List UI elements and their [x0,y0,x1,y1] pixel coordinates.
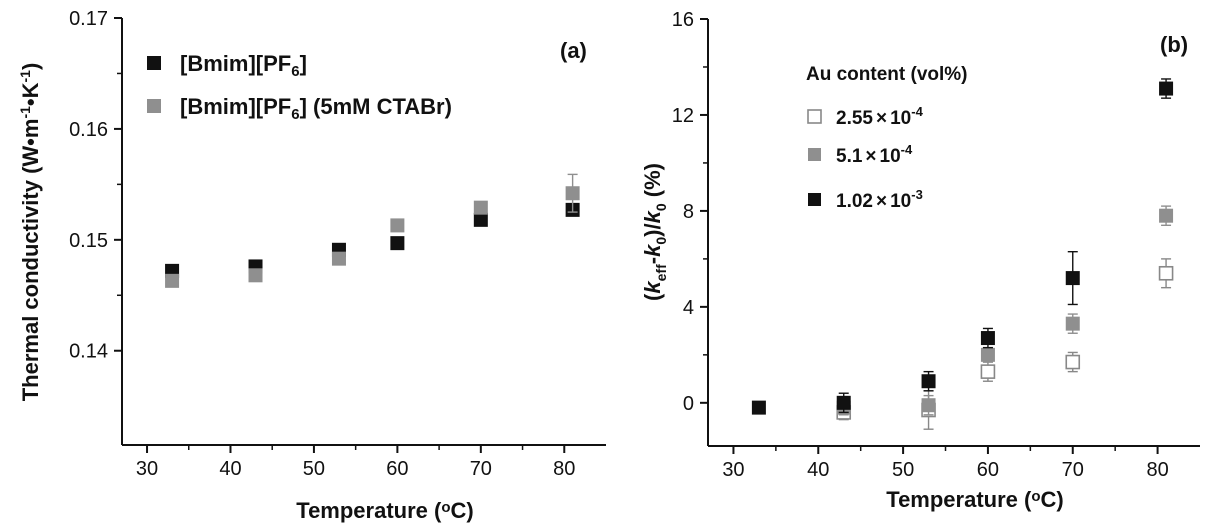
panel-a: 30 40 50 60 70 80 0.14 0.15 0.16 0.17 (a) [Bmim][… [17,8,606,523]
panel-b-series-2-point [1065,271,1080,286]
panel-b-series-2-point [921,374,936,389]
panel-b-series-1-point [921,398,936,413]
panel-a-y-axis-title: Thermal conductivity (W•m-1•K-1) [17,63,43,402]
panel-b-x-tick-label: 50 [892,459,914,481]
panel-a-series-1-point [390,218,405,233]
panel-b-series-2-point [1159,81,1174,96]
panel-a-series-1-point [248,268,263,283]
panel-b-series-2-point [836,395,851,410]
panel-a-series-1-point [331,251,346,266]
legend-a-label-ctabr: [Bmim][PF6] (5mM CTABr) [180,94,452,123]
panel-a-legend: [Bmim][PF6] [Bmim][PF6] (5mM CTABr) [147,51,452,123]
legend-a-marker-ctabr [147,99,161,113]
panel-b-series-1-point [1065,316,1080,331]
panel-a-series-1-point [565,186,580,201]
panel-a-y-tick-label: 0.14 [69,341,108,363]
panel-b-x-axis-title: Temperature (oC) [886,487,1063,512]
panel-a-y-tick-label: 0.16 [69,119,108,141]
panel-b-y-tick-label: 8 [683,201,694,223]
panel-a-series-1-point [473,200,488,215]
panel-b-series-0-point [1065,354,1081,370]
panel-a-x-axis-title: Temperature (oC) [296,498,473,523]
panel-b-x-tick-label: 30 [722,459,744,481]
panel-b-x-tick-label: 80 [1146,459,1168,481]
legend-b-marker-high [808,193,821,206]
panel-b-y-tick-label: 12 [672,105,694,127]
panel-b-series-2-point [980,331,995,346]
legend-a-label-bmim: [Bmim][PF6] [180,51,307,80]
panel-a-x-tick-label: 70 [470,458,492,480]
panel-b-series-2-point [751,400,766,415]
legend-b-title: Au content (vol%) [806,64,968,85]
panel-b-legend: Au content (vol%) 2.55 × 10-4 5.1 × 10-4 1.0… [806,64,968,212]
panel-b-y-tick-label: 4 [683,297,694,319]
panel-b-series-0-point [1158,265,1174,281]
legend-b-marker-mid [808,148,821,161]
legend-b-label-mid: 5.1 × 10-4 [836,142,913,167]
panel-a-series-1-point [165,273,180,288]
panel-b-label: (b) [1160,32,1188,57]
panel-b-x-tick-label: 40 [807,459,829,481]
panel-a-x-tick-label: 60 [386,458,408,480]
panel-b-x-tick-label: 70 [1062,459,1084,481]
panel-a-label: (a) [560,38,587,63]
panel-b-series-1-point [980,347,995,362]
panel-b-y-axis-title: (keff-k0)/k0 (%) [640,163,669,301]
panel-b-y-tick-label: 16 [672,9,694,31]
panel-b: 30 40 50 60 70 80 0 4 8 12 16 (b) Au content (vol%… [640,9,1200,512]
panel-a-x-tick-label: 80 [553,458,575,480]
panel-b-series-1-point [1159,208,1174,223]
panel-a-x-tick-label: 50 [303,458,325,480]
panel-b-series-0-point [980,364,996,379]
panel-b-y-tick-label: 0 [683,393,694,415]
legend-b-label-low: 2.55 × 10-4 [836,104,924,129]
panel-b-x-tick-label: 60 [977,459,999,481]
panel-a-x-tick-label: 30 [136,458,158,480]
legend-b-marker-low [807,109,822,124]
panel-a-x-tick-label: 40 [219,458,241,480]
panel-a-series-0-point [390,236,405,251]
legend-b-label-high: 1.02 × 10-3 [836,187,923,212]
panel-a-y-tick-label: 0.15 [69,230,108,252]
legend-a-marker-bmim [147,56,161,70]
panel-a-y-tick-label: 0.17 [69,8,108,30]
panel-a-series-0-point [473,212,488,227]
